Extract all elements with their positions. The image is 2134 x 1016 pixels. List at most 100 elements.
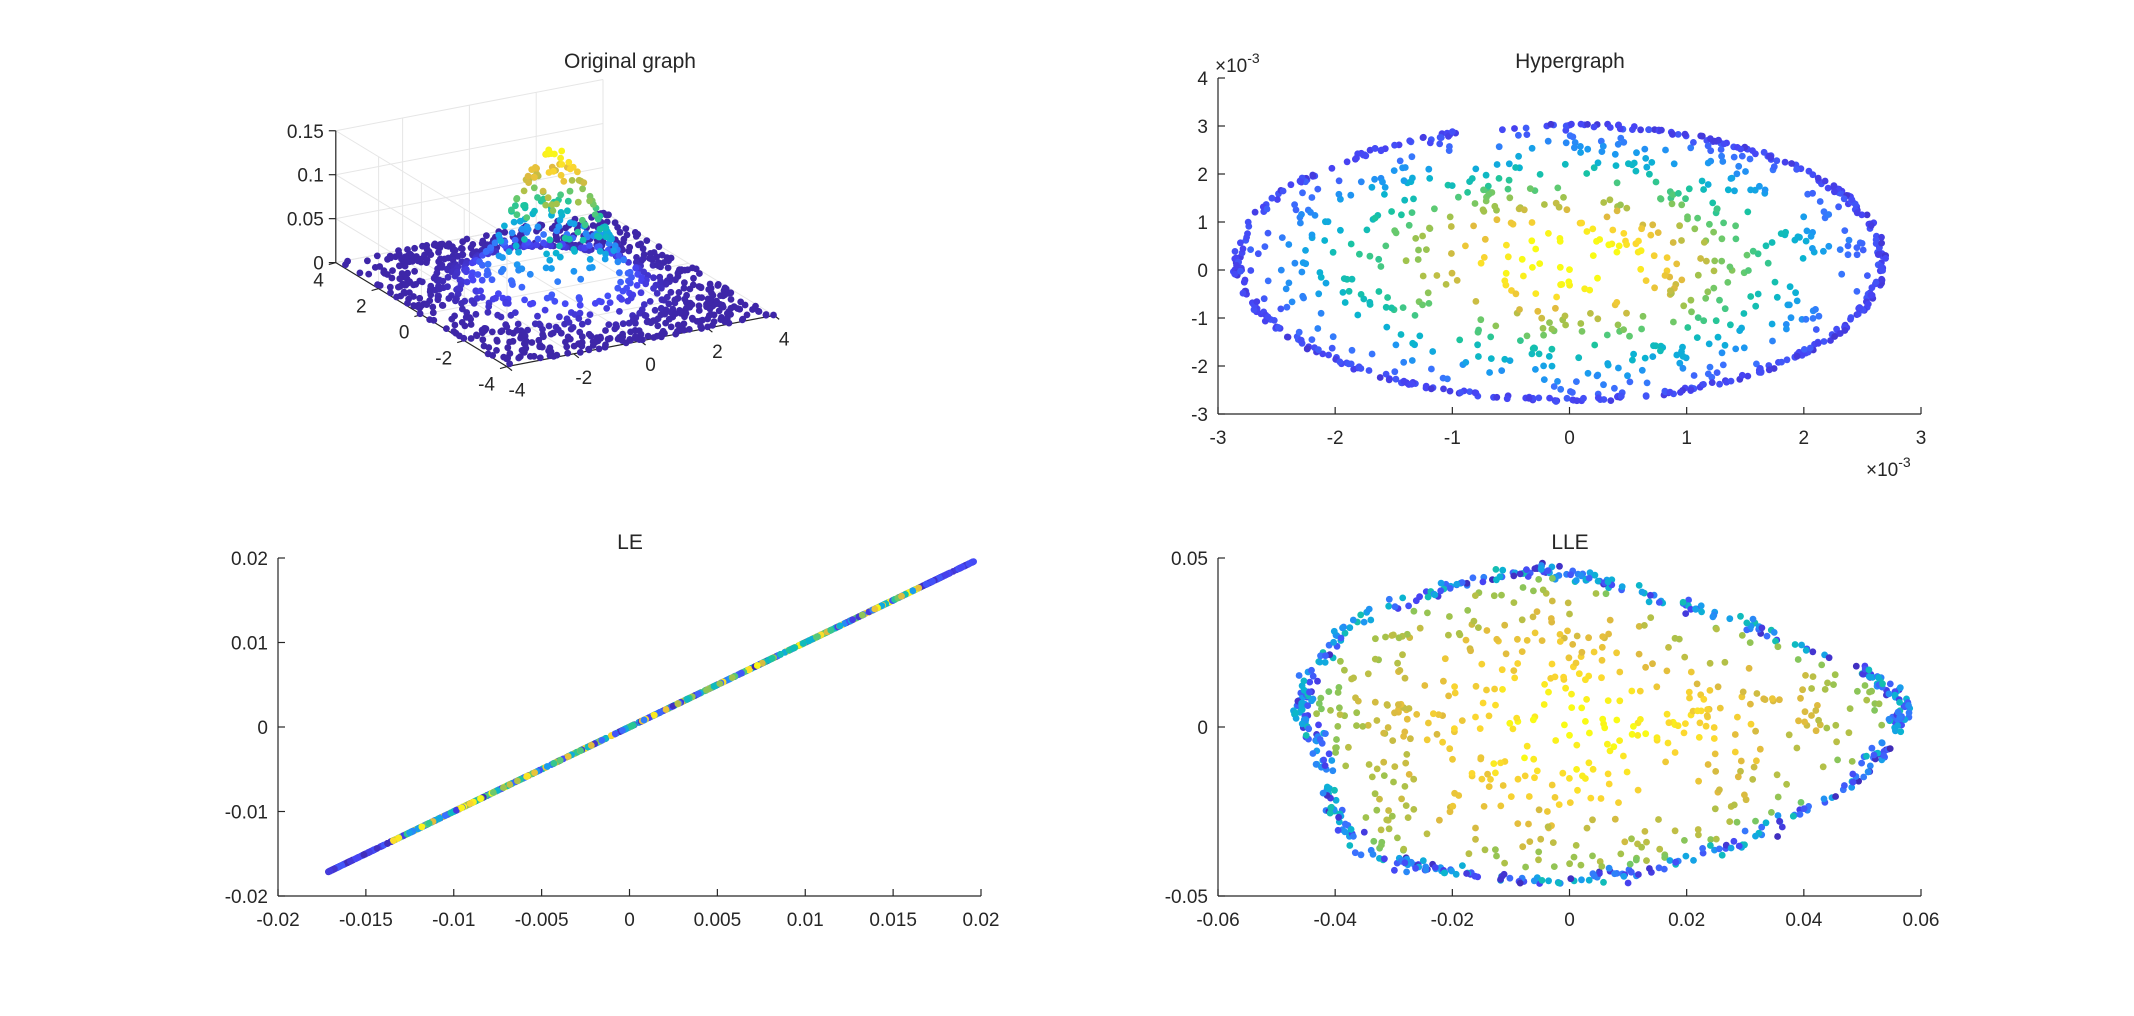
data-point: [1740, 310, 1748, 317]
data-point: [672, 330, 680, 338]
data-point: [1737, 757, 1745, 765]
data-point: [1615, 364, 1622, 372]
data-point: [574, 228, 582, 236]
data-point: [1335, 177, 1343, 185]
data-point: [1493, 161, 1501, 168]
data-point: [1642, 277, 1650, 284]
data-point: [704, 323, 711, 331]
data-point: [1308, 666, 1315, 674]
data-point: [1317, 694, 1325, 702]
data-point: [412, 281, 420, 288]
data-point: [1263, 205, 1271, 213]
data-point: [1630, 350, 1637, 358]
data-point: [1680, 729, 1688, 737]
data-point: [1476, 725, 1484, 732]
data-point: [1539, 586, 1547, 594]
data-point: [1533, 608, 1541, 615]
data-point: [430, 316, 438, 324]
x-tick-label: 1: [1681, 428, 1692, 449]
data-point: [1490, 592, 1498, 600]
data-point: [1606, 747, 1614, 755]
data-point: [1350, 365, 1358, 373]
data-point: [1709, 613, 1717, 621]
data-point: [373, 845, 381, 852]
data-point: [1451, 683, 1458, 690]
data-point: [540, 231, 547, 238]
data-point: [1770, 629, 1778, 636]
data-point: [1586, 569, 1594, 576]
data-point: [483, 232, 490, 240]
data-point: [448, 315, 456, 323]
data-point: [1404, 814, 1412, 821]
data-point: [1573, 632, 1581, 640]
data-point: [1604, 578, 1612, 586]
data-point: [1345, 287, 1353, 295]
data-point: [1479, 206, 1487, 214]
data-point: [1233, 262, 1240, 269]
data-point: [1647, 231, 1655, 239]
data-point: [1441, 655, 1449, 663]
data-point: [1638, 225, 1645, 233]
data-point: [1329, 767, 1337, 775]
data-point: [1499, 782, 1507, 789]
data-point: [576, 309, 584, 317]
data-point: [1429, 348, 1437, 355]
y-tick-label: 0.05: [1171, 549, 1208, 570]
data-point: [1428, 365, 1435, 373]
data-point: [1566, 860, 1573, 868]
hypergraph-title: Hypergraph: [1515, 50, 1625, 73]
data-point: [1411, 312, 1419, 319]
data-point: [1347, 826, 1355, 833]
data-point: [1671, 749, 1679, 756]
data-point: [1564, 627, 1571, 635]
data-point: [1606, 616, 1614, 624]
data-point: [1565, 278, 1573, 286]
x-tick-label: 2: [712, 342, 723, 363]
data-point: [1573, 397, 1581, 405]
data-point: [586, 197, 593, 205]
x-tick-label: -0.01: [432, 910, 475, 931]
data-point: [1379, 178, 1386, 186]
data-point: [647, 319, 655, 327]
data-point: [1737, 767, 1744, 775]
data-point: [462, 268, 470, 276]
data-point: [657, 263, 664, 271]
data-point: [1793, 352, 1801, 360]
data-point: [1514, 635, 1521, 643]
data-point: [1761, 186, 1769, 194]
data-point: [1864, 300, 1872, 308]
data-point: [1525, 395, 1533, 402]
data-point: [1589, 816, 1596, 824]
data-point: [1812, 306, 1819, 313]
data-point: [1727, 377, 1735, 385]
data-point: [479, 261, 486, 269]
data-point: [1335, 813, 1342, 821]
data-point: [1523, 332, 1531, 340]
data-point: [1324, 218, 1332, 226]
y-tick-label: 1: [1197, 213, 1208, 234]
x-tick-label: 0.005: [694, 910, 742, 931]
data-point: [738, 316, 746, 324]
data-point: [1762, 819, 1770, 827]
data-point: [1481, 846, 1489, 854]
data-point: [1691, 225, 1699, 233]
data-point: [1569, 641, 1577, 648]
original-graph-title: Original graph: [564, 50, 696, 73]
data-point: [1800, 805, 1808, 813]
data-point: [1690, 139, 1697, 146]
data-point: [472, 310, 480, 318]
data-point: [1463, 870, 1470, 877]
data-point: [1892, 727, 1899, 735]
data-point: [1376, 795, 1383, 803]
data-point: [1685, 596, 1692, 604]
data-point: [1577, 571, 1585, 579]
data-point: [1704, 159, 1712, 167]
data-point: [1402, 257, 1410, 265]
data-point: [485, 344, 493, 351]
data-point: [1396, 667, 1404, 674]
data-point: [1449, 755, 1456, 763]
data-point: [1560, 673, 1567, 681]
data-point: [518, 265, 526, 273]
data-point: [1863, 211, 1871, 219]
data-point: [1814, 702, 1821, 709]
